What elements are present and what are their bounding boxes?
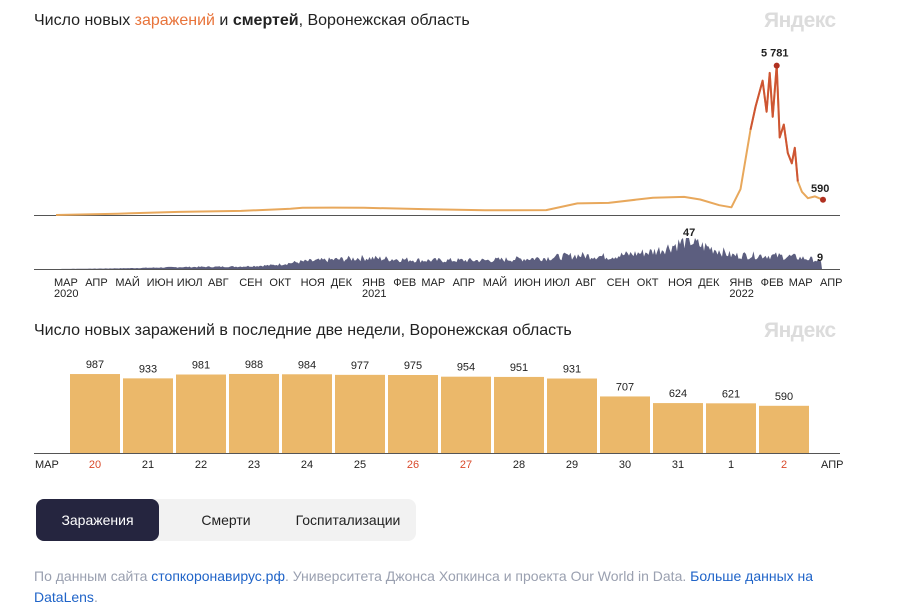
x-tick-label: ИЮН <box>147 277 174 289</box>
yandex-logo-watermark: Яндекс <box>764 9 836 32</box>
x-tick-label: ОКТ <box>269 277 291 289</box>
x-tick-label: 20 <box>89 459 101 471</box>
x-tick-label: ИЮН <box>514 277 541 289</box>
x-tick-label: МАР <box>789 277 813 289</box>
x-tick-label: ОКТ <box>637 277 659 289</box>
bar <box>123 378 173 453</box>
bar <box>229 373 279 453</box>
x-tick-label: 27 <box>460 459 472 471</box>
x-tick-label: 24 <box>301 459 313 471</box>
x-tick-label: АПР <box>85 277 107 289</box>
bar-value-label: 954 <box>457 362 475 374</box>
x-month-end-label: АПР <box>821 459 843 471</box>
bar <box>653 403 703 453</box>
x-tick-label: 31 <box>672 459 684 471</box>
x-tick-label: ДЕК <box>698 277 720 289</box>
bar-value-label: 624 <box>669 388 687 400</box>
two-week-bar-chart: МАР АПР9872093321981229882398424977259752… <box>34 359 843 471</box>
tab-deaths[interactable]: Смерти <box>201 512 251 528</box>
chart2-title: Число новых заражений в последние две не… <box>34 322 572 339</box>
tab-hospitalizations[interactable]: Госпитализации <box>295 512 401 528</box>
bar <box>176 374 226 453</box>
bar-value-label: 984 <box>298 359 316 371</box>
infections-peak-point <box>773 62 780 69</box>
link-datalens[interactable]: Больше данных на DataLens <box>34 568 814 605</box>
x-tick-label: МАР <box>54 277 78 289</box>
x-tick-label: СЕН <box>607 277 630 289</box>
x-year-label: 2020 <box>54 288 78 300</box>
x-tick-label: 25 <box>354 459 366 471</box>
x-tick-label: 22 <box>195 459 207 471</box>
chart1-title-infections: заражений <box>134 12 215 29</box>
bar-value-label: 590 <box>775 391 793 403</box>
infections-last-point <box>820 196 827 203</box>
bar <box>759 405 809 453</box>
x-tick-label: СЕН <box>239 277 262 289</box>
link-stopcoronavirus[interactable]: стопкоронавирус.рф <box>151 568 285 584</box>
x-tick-label: ФЕВ <box>761 277 784 289</box>
yandex-logo-watermark-2: Яндекс <box>764 319 836 342</box>
bar-value-label: 977 <box>351 360 369 372</box>
x-tick-label: НОЯ <box>301 277 325 289</box>
bar-value-label: 933 <box>139 363 157 375</box>
infections-last-label: 590 <box>811 183 829 195</box>
x-tick-label: 26 <box>407 459 419 471</box>
bar-value-label: 987 <box>86 359 104 371</box>
x-tick-label: ДЕК <box>331 277 353 289</box>
metric-tabs: Заражения Смерти Госпитализации <box>36 499 416 541</box>
bar <box>600 396 650 453</box>
x-tick-label: 1 <box>728 459 734 471</box>
x-year-label: 2021 <box>362 288 386 300</box>
x-tick-label: 29 <box>566 459 578 471</box>
bar-value-label: 981 <box>192 360 210 372</box>
x-tick-label: 30 <box>619 459 631 471</box>
x-tick-label: 21 <box>142 459 154 471</box>
x-tick-label: МАЙ <box>115 276 139 289</box>
infections-surge-line <box>749 64 799 182</box>
x-tick-label: ЯНВ <box>729 277 752 289</box>
deaths-peak-label: 47 <box>683 227 695 239</box>
x-tick-label: ФЕВ <box>393 277 416 289</box>
x-tick-label: АВГ <box>208 277 229 289</box>
bar <box>494 376 544 453</box>
chart1-title: Число новых заражений и смертей, Воронеж… <box>34 12 470 29</box>
x-tick-label: ИЮЛ <box>177 277 203 289</box>
x-month-start-label: МАР <box>35 459 59 471</box>
deaths-last-label: 9 <box>817 252 823 264</box>
bar <box>441 376 491 453</box>
source-note: По данным сайта стопкоронавирус.рф. Унив… <box>34 568 814 605</box>
bar-value-label: 951 <box>510 362 528 374</box>
x-tick-label: АПР <box>820 277 842 289</box>
x-tick-label: НОЯ <box>668 277 692 289</box>
x-tick-label: 2 <box>781 459 787 471</box>
bar-value-label: 975 <box>404 360 422 372</box>
x-year-label: 2022 <box>729 288 753 300</box>
bar-value-label: 707 <box>616 381 634 393</box>
deaths-series-area <box>56 238 822 269</box>
x-tick-label: 23 <box>248 459 260 471</box>
x-tick-label: АПР <box>453 277 475 289</box>
bar <box>70 374 120 453</box>
x-tick-label: ЯНВ <box>362 277 385 289</box>
bar-value-label: 621 <box>722 388 740 400</box>
x-tick-label: АВГ <box>575 277 596 289</box>
infections-series-line <box>55 64 824 216</box>
x-tick-label: ИЮЛ <box>544 277 570 289</box>
x-tick-label: 28 <box>513 459 525 471</box>
bar-value-label: 931 <box>563 364 581 376</box>
bar <box>706 403 756 453</box>
bar <box>335 374 385 453</box>
infections-peak-label: 5 781 <box>761 48 789 60</box>
chart1-title-deaths: смертей <box>232 12 299 29</box>
bar <box>547 378 597 453</box>
bar <box>388 375 438 453</box>
bar <box>282 374 332 453</box>
bar-value-label: 988 <box>245 359 263 371</box>
x-tick-label: МАЙ <box>483 276 507 289</box>
tab-infections[interactable]: Заражения <box>36 499 159 541</box>
x-tick-label: МАР <box>421 277 445 289</box>
